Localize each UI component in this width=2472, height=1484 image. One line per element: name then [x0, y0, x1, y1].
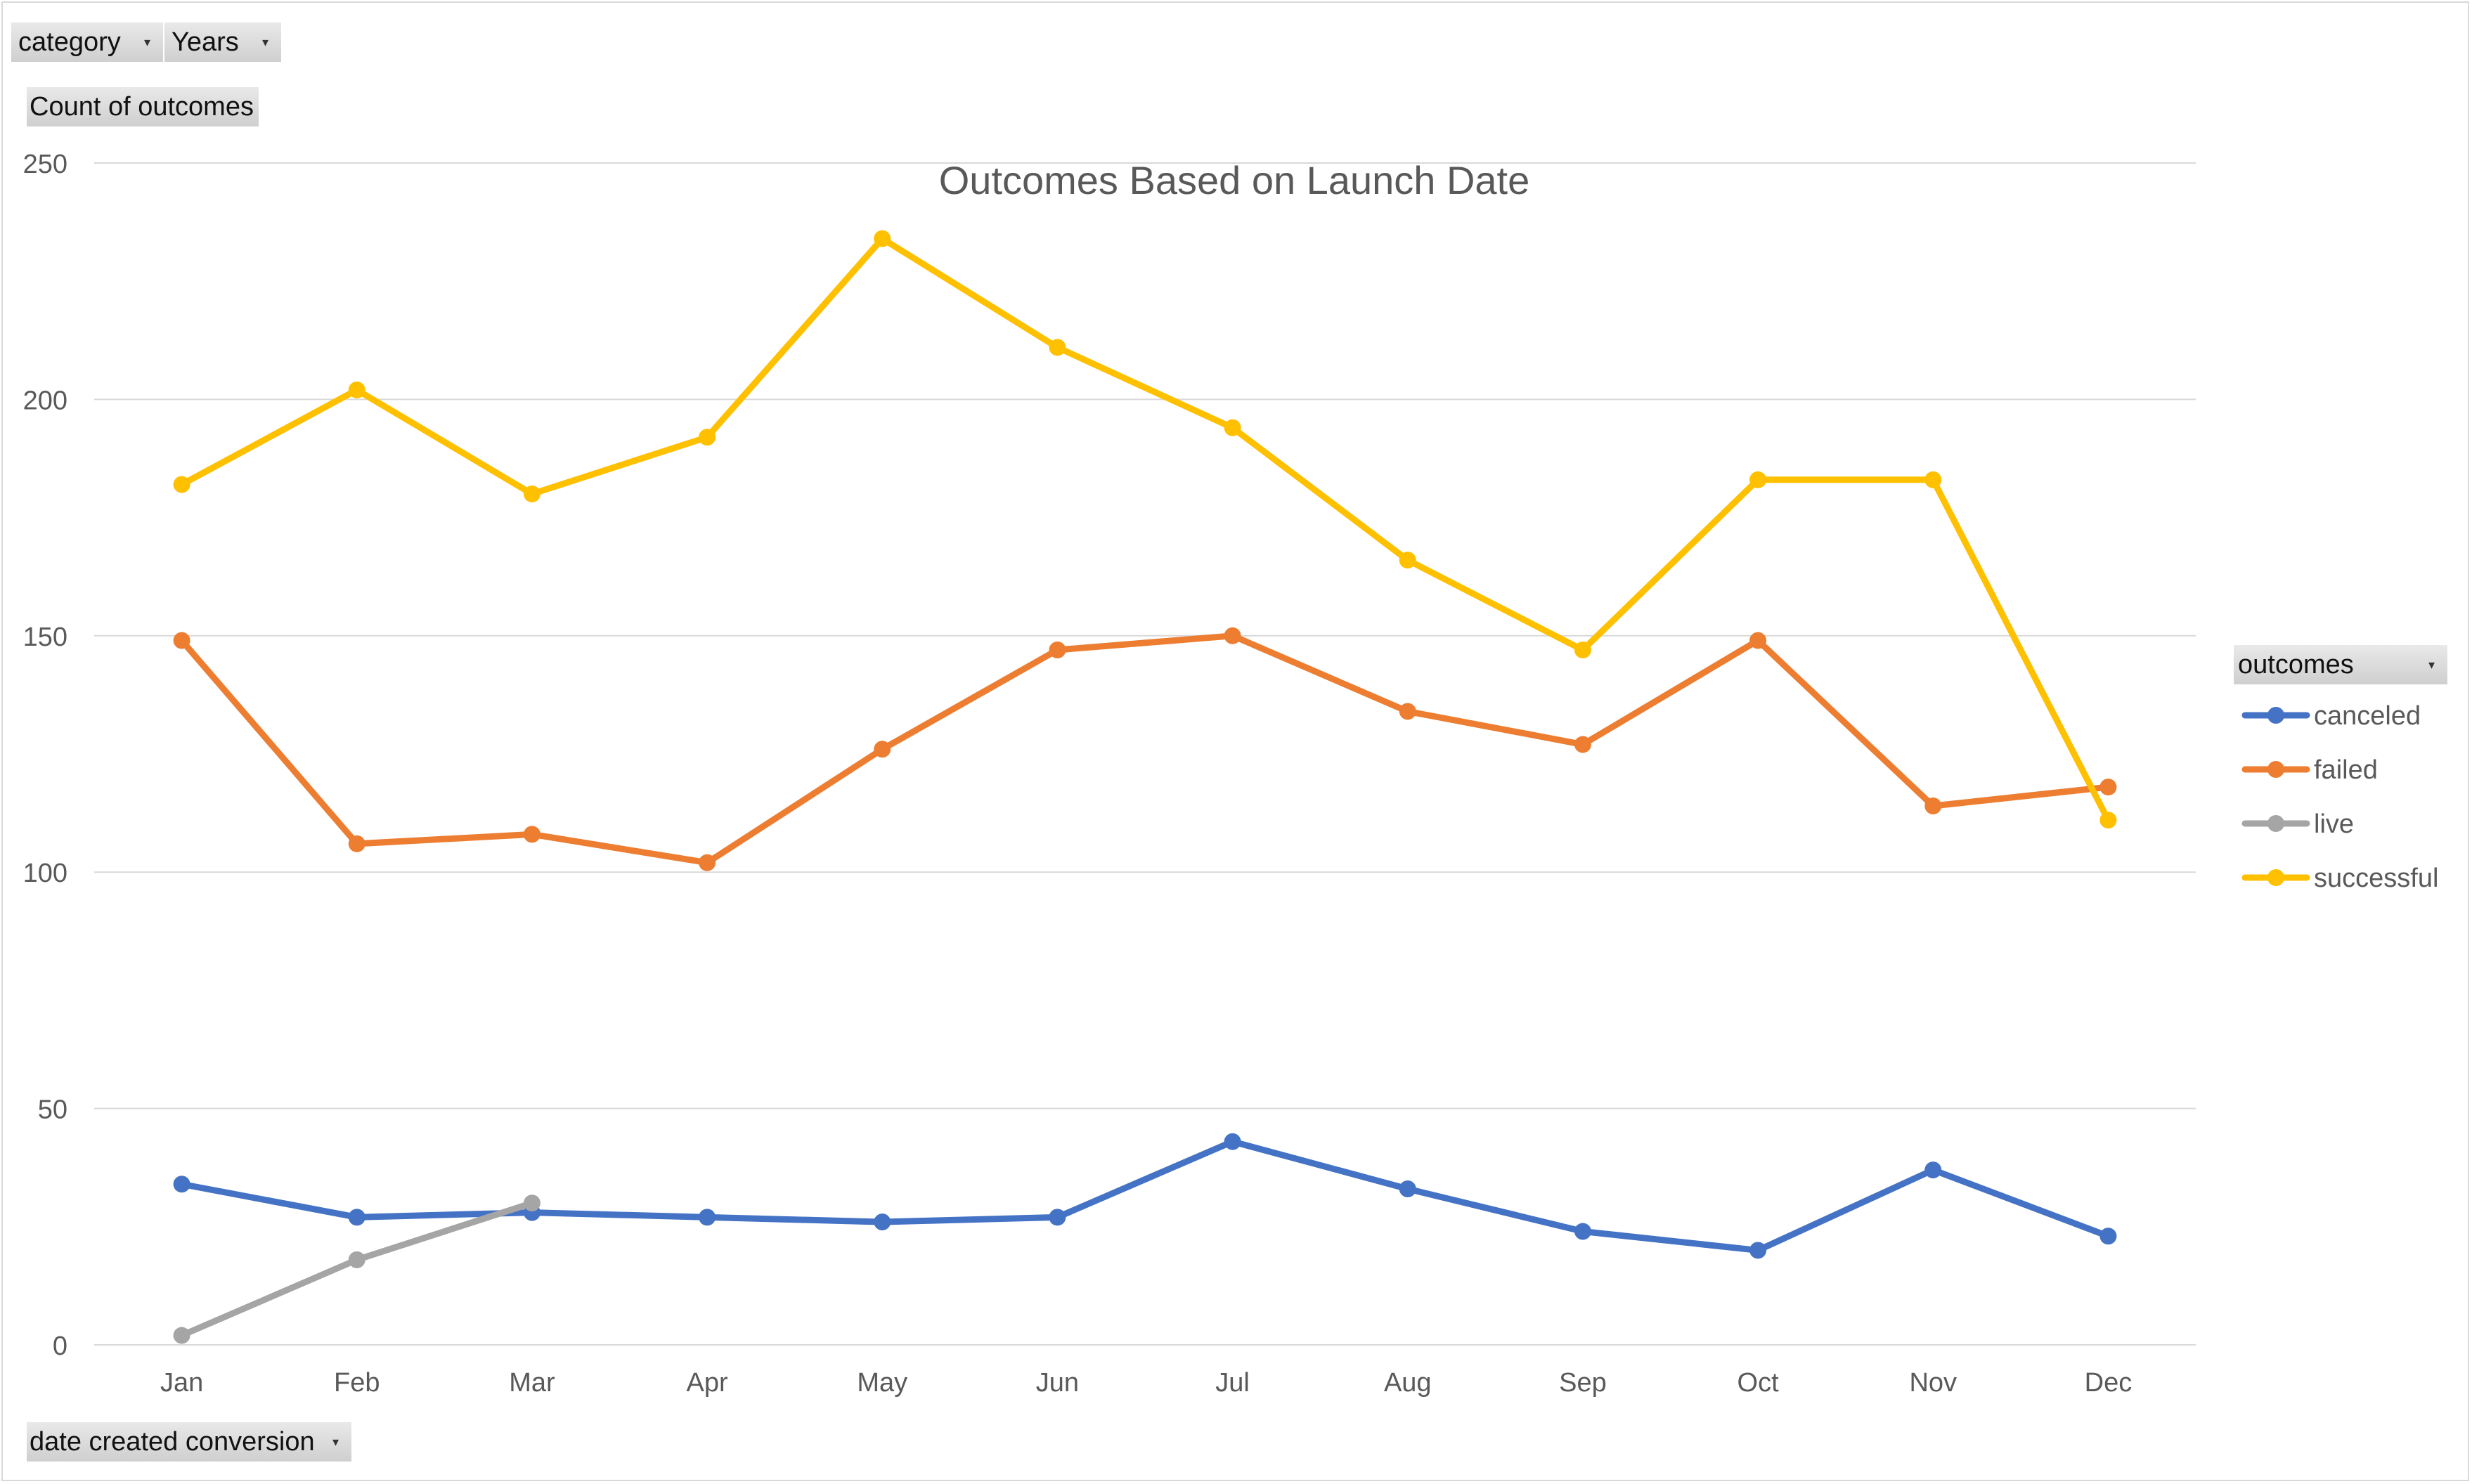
- value-field-label: Count of outcomes: [30, 92, 254, 122]
- data-point-successful: [348, 381, 365, 398]
- data-point-successful: [699, 429, 716, 446]
- data-point-canceled: [1749, 1242, 1767, 1259]
- data-point-failed: [1399, 703, 1416, 720]
- x-tick-label: Apr: [687, 1368, 728, 1398]
- legend: canceled failed live successful: [2241, 701, 2438, 893]
- y-tick-label: 250: [23, 150, 67, 179]
- data-point-successful: [1049, 339, 1066, 356]
- legend-label: live: [2314, 809, 2354, 839]
- data-point-successful: [1224, 419, 1241, 436]
- filter-years-label: Years: [172, 27, 239, 57]
- x-tick-label: Nov: [1909, 1368, 1957, 1398]
- data-point-failed: [1224, 627, 1241, 644]
- filter-years-button[interactable]: Years ▾: [164, 22, 281, 62]
- data-point-successful: [523, 485, 541, 502]
- value-field-button[interactable]: Count of outcomes: [27, 87, 259, 126]
- series-line-failed: [179, 632, 2111, 866]
- y-tick-label: 0: [53, 1332, 67, 1361]
- filter-category-button[interactable]: category ▾: [11, 22, 163, 62]
- x-tick-label: Mar: [509, 1368, 555, 1398]
- x-tick-label: Aug: [1384, 1368, 1432, 1398]
- data-point-canceled: [348, 1209, 365, 1226]
- data-point-successful: [1924, 471, 1942, 488]
- x-tick-label: Sep: [1559, 1368, 1607, 1398]
- x-tick-label: Feb: [334, 1368, 380, 1398]
- y-tick-label: 150: [23, 623, 67, 652]
- axis-field-label: date created conversion: [30, 1427, 315, 1457]
- chart-title: Outcomes Based on Launch Date: [939, 158, 1530, 202]
- data-point-failed: [173, 632, 190, 649]
- legend-field-label: outcomes: [2238, 650, 2354, 679]
- series-line-canceled: [179, 1138, 2111, 1254]
- legend-item-live[interactable]: live: [2241, 809, 2354, 839]
- series-line-successful: [179, 235, 2111, 824]
- series-lines: [173, 230, 2117, 1344]
- data-point-canceled: [874, 1213, 891, 1231]
- legend-field-button[interactable]: outcomes ▾: [2234, 645, 2447, 684]
- axis-field-button[interactable]: date created conversion ▾: [27, 1422, 351, 1462]
- data-point-successful: [2099, 812, 2117, 829]
- series-failed: [173, 627, 2117, 871]
- data-point-canceled: [1924, 1161, 1942, 1179]
- data-point-failed: [1924, 798, 1942, 815]
- legend-marker: [2267, 869, 2284, 886]
- data-point-canceled: [1574, 1223, 1591, 1240]
- data-point-canceled: [1224, 1133, 1241, 1150]
- legend-label: successful: [2314, 864, 2438, 893]
- data-point-failed: [1049, 641, 1066, 658]
- legend-marker: [2267, 761, 2284, 778]
- data-point-successful: [1399, 552, 1416, 569]
- data-point-successful: [173, 476, 190, 493]
- x-axis-ticks: Jan Feb Mar Apr May Jun Jul Aug Sep Oct Nov Dec: [160, 1368, 2132, 1398]
- data-point-failed: [699, 854, 716, 871]
- x-tick-label: Dec: [2085, 1368, 2133, 1398]
- data-point-failed: [348, 835, 365, 852]
- legend-marker: [2267, 815, 2284, 832]
- data-point-failed: [1749, 632, 1767, 649]
- data-point-canceled: [1399, 1180, 1416, 1197]
- data-point-failed: [1574, 736, 1591, 753]
- series-successful: [173, 230, 2117, 829]
- x-tick-label: Jul: [1215, 1368, 1250, 1398]
- data-point-canceled: [173, 1176, 190, 1193]
- data-point-failed: [2099, 779, 2117, 796]
- gridlines: [94, 162, 2196, 1346]
- legend-label: failed: [2314, 755, 2378, 785]
- series-canceled: [173, 1133, 2117, 1259]
- filter-category-label: category: [18, 27, 121, 57]
- legend-label: canceled: [2314, 701, 2421, 731]
- y-tick-label: 200: [23, 386, 67, 415]
- data-point-live: [173, 1327, 190, 1344]
- series-live: [173, 1195, 541, 1344]
- x-tick-label: Jun: [1036, 1368, 1079, 1398]
- x-tick-label: Oct: [1737, 1368, 1780, 1398]
- dropdown-arrow-icon: ▾: [332, 1435, 339, 1449]
- legend-marker: [2267, 707, 2284, 724]
- legend-item-successful[interactable]: successful: [2241, 864, 2438, 893]
- x-tick-label: May: [857, 1368, 907, 1398]
- y-tick-label: 50: [38, 1095, 67, 1125]
- data-point-canceled: [699, 1209, 716, 1226]
- dropdown-arrow-icon: ▾: [2428, 658, 2435, 672]
- data-point-failed: [523, 826, 541, 843]
- data-point-live: [523, 1195, 541, 1212]
- dropdown-arrow-icon: ▾: [143, 35, 150, 49]
- x-tick-label: Jan: [160, 1368, 203, 1398]
- data-point-successful: [1749, 471, 1767, 488]
- data-point-successful: [1574, 641, 1591, 658]
- dropdown-arrow-icon: ▾: [261, 35, 268, 49]
- data-point-live: [348, 1251, 365, 1268]
- y-axis-ticks: 0 50 100 150 200 250: [23, 150, 67, 1361]
- legend-item-failed[interactable]: failed: [2241, 755, 2378, 785]
- data-point-successful: [874, 230, 891, 247]
- y-tick-label: 100: [23, 859, 67, 888]
- data-point-canceled: [2099, 1228, 2117, 1245]
- data-point-canceled: [1049, 1209, 1066, 1226]
- data-point-failed: [874, 741, 891, 758]
- legend-item-canceled[interactable]: canceled: [2241, 701, 2421, 731]
